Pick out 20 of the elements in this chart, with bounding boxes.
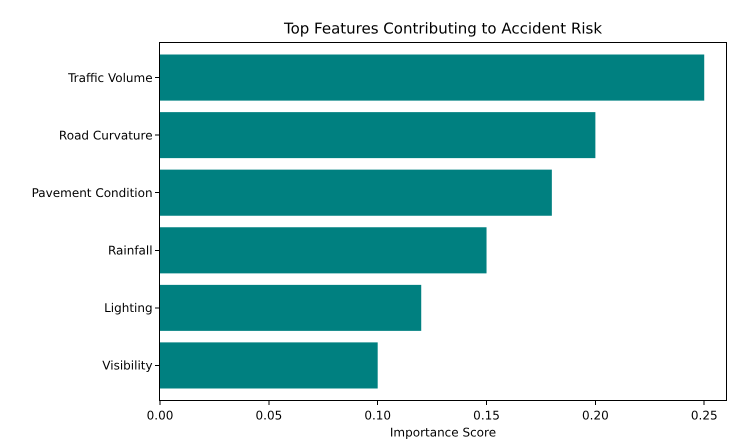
x-axis-title: Importance Score — [390, 425, 496, 440]
bar — [160, 112, 596, 158]
x-tick-label: 0.20 — [582, 408, 609, 422]
x-tick-label: 0.15 — [473, 408, 500, 422]
y-tick-label: Road Curvature — [58, 128, 153, 142]
bar — [160, 284, 422, 331]
y-tick-label: Visibility — [102, 358, 153, 373]
bar — [160, 227, 487, 274]
x-tick-label: 0.10 — [364, 408, 392, 422]
y-tick-label: Rainfall — [108, 243, 153, 258]
y-tick-label: Pavement Condition — [32, 186, 153, 200]
y-tick-label: Lighting — [104, 301, 153, 316]
x-tick-label: 0.00 — [146, 408, 174, 422]
bar — [160, 170, 552, 216]
x-tick-label: 0.05 — [255, 408, 282, 422]
bar — [160, 342, 378, 388]
x-tick-label: 0.25 — [690, 408, 718, 422]
chart-title: Top Features Contributing to Accident Risk — [282, 19, 602, 38]
y-tick-label: Traffic Volume — [67, 70, 153, 85]
bar — [160, 54, 704, 101]
